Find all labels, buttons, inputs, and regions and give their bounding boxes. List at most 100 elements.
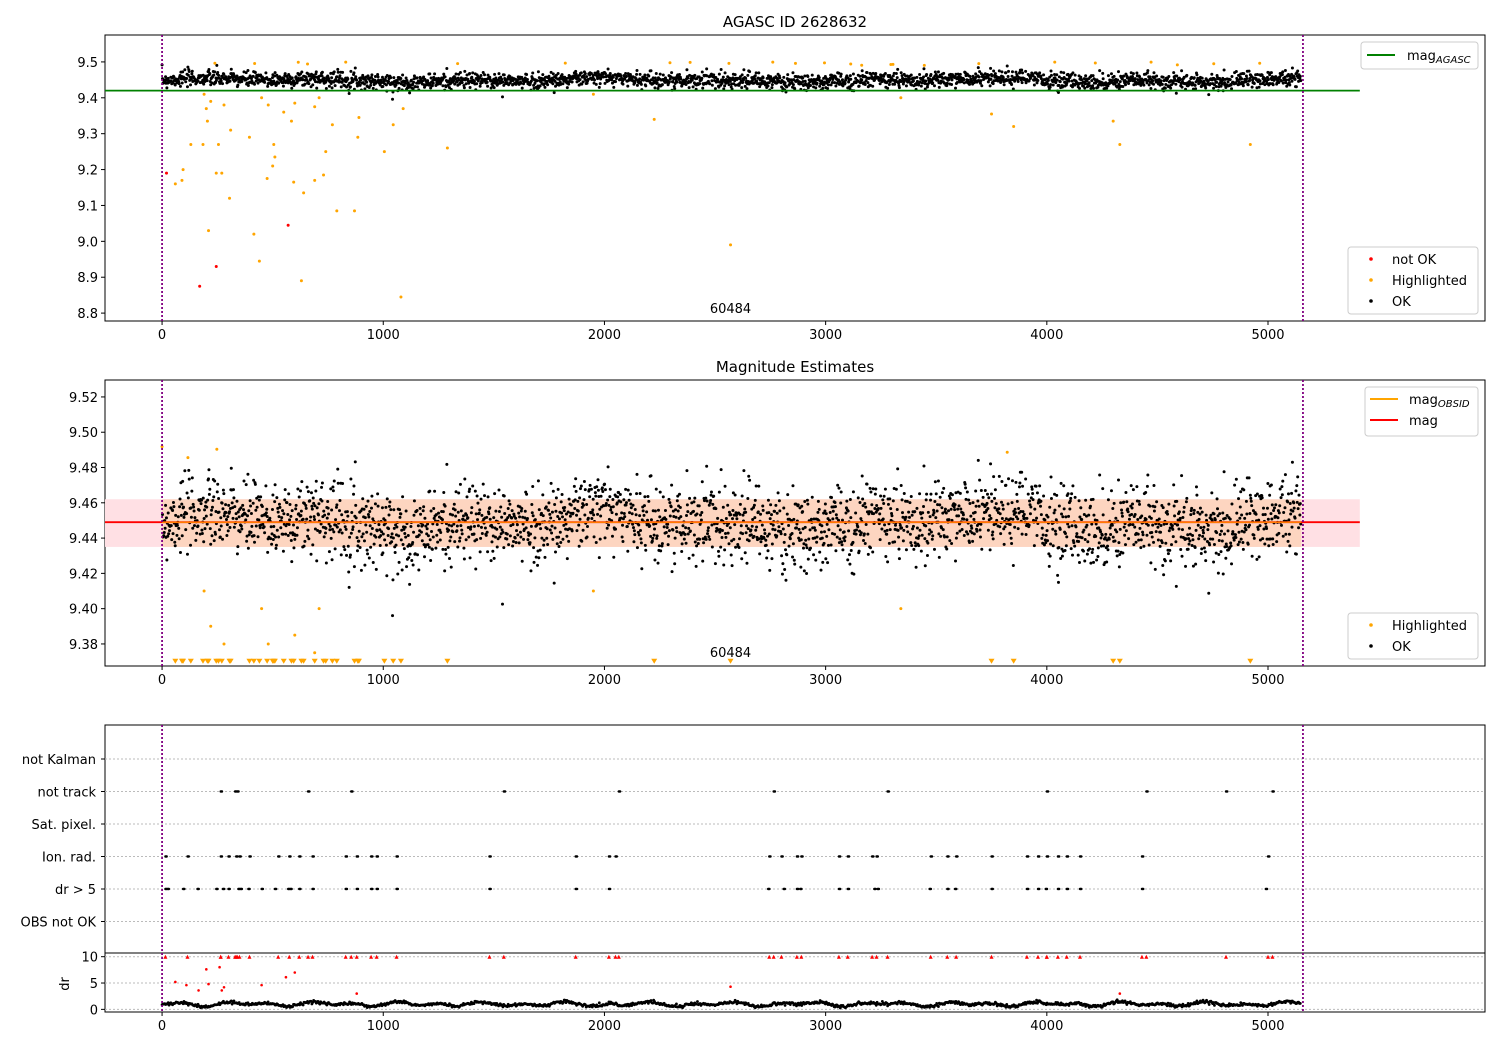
ok-point [270,542,274,546]
ok-point [621,539,625,543]
ok-point [1155,74,1159,78]
ok-point [575,513,579,517]
ok-point [623,77,627,81]
ok-point [290,86,294,90]
ok-point [895,507,899,511]
ok-point [611,498,615,502]
ok-point [746,496,750,500]
ok-point [396,572,400,576]
ok-point [448,77,452,81]
ok-point [520,86,524,90]
ok-point [882,494,886,498]
ok-point [819,530,823,534]
ok-point [1005,64,1009,68]
ok-point [817,76,821,80]
ok-point [556,487,560,491]
ok-point [962,517,966,521]
ok-point [606,67,610,71]
ok-point [1056,573,1060,577]
ok-point [519,535,523,539]
ok-point [741,532,745,536]
ok-point [917,534,921,538]
ok-point [550,524,554,528]
ok-point [1084,74,1088,78]
ok-point [309,85,313,89]
ok-point [549,481,553,485]
ok-point [307,82,311,86]
ok-point [614,80,618,84]
ok-point [791,71,795,75]
ok-point [723,531,727,535]
ok-point [893,540,897,544]
ok-point [286,513,290,517]
ok-point [391,97,395,101]
ok-point [788,537,792,541]
ok-point [706,532,710,536]
ok-point [1061,515,1065,519]
ok-point [326,499,330,503]
ok-point [585,524,589,528]
ok-point [415,76,419,80]
ok-point [1085,79,1089,83]
ok-point [748,70,752,74]
ok-point [684,526,688,530]
ok-point [215,490,219,494]
ok-point [911,527,915,531]
ok-point [359,78,363,82]
ok-point [428,72,432,76]
ok-point [595,502,599,506]
ok-point [947,78,951,82]
ok-point [1112,74,1116,78]
ok-point [723,84,727,88]
axes-frame [104,34,1486,322]
ok-point [363,516,367,520]
ok-point [259,495,263,499]
ok-point [971,501,975,505]
ok-point [316,513,320,517]
ok-point [591,74,595,78]
ok-point [275,496,279,500]
ok-point [1024,69,1028,73]
ok-point [1062,507,1066,511]
ok-point [280,516,284,520]
ok-point [392,508,396,512]
ok-point [656,561,660,565]
ok-point [329,536,333,540]
ok-point [977,504,981,508]
ok-point [447,79,451,83]
ok-point [377,523,381,527]
ok-point [757,484,761,488]
ok-point [612,85,616,89]
ok-point [638,491,642,495]
ok-point [415,85,419,89]
highlighted-point [899,96,903,100]
ok-point [573,506,577,510]
ok-point [980,84,984,88]
ok-point [336,67,340,71]
ok-point [394,543,398,547]
ok-point [1213,78,1217,82]
ok-point [667,80,671,84]
highlighted-point [266,103,270,107]
ok-point [1069,547,1073,551]
ok-point [1091,74,1095,78]
ok-point [304,504,308,508]
ok-point [1011,517,1015,521]
ok-point [245,81,249,85]
ok-point [863,541,867,545]
ok-point [937,85,941,89]
ok-point [972,517,976,521]
ok-point [809,517,813,521]
ok-point [313,80,317,84]
ok-point [483,73,487,77]
ok-point [674,526,678,530]
ok-point [693,73,697,77]
ok-point [601,489,605,493]
ok-point [559,500,563,504]
ok-point [1046,539,1050,543]
ok-point [700,70,704,74]
ok-point [684,83,688,87]
ok-point [404,535,408,539]
ok-point [508,502,512,506]
